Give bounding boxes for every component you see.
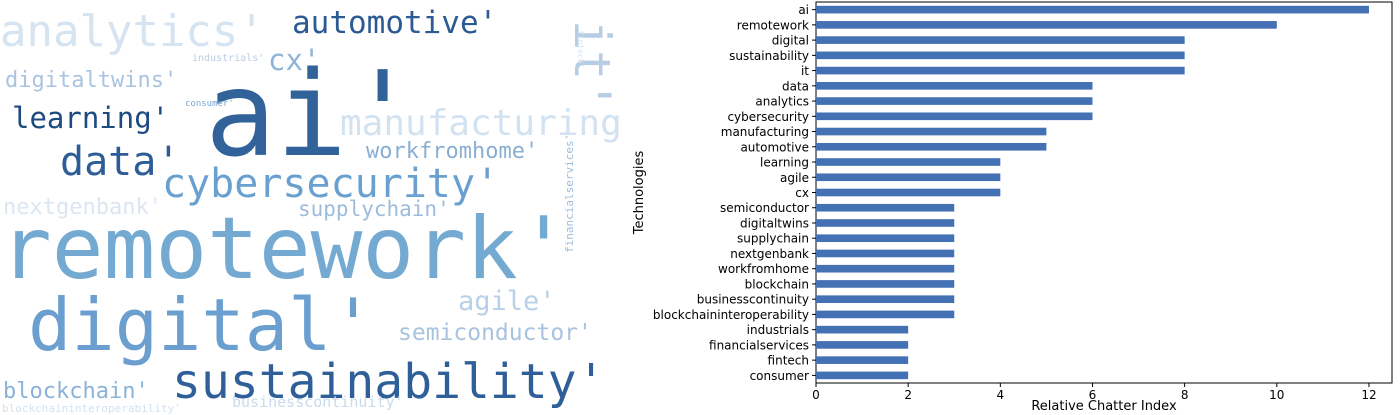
word-cloud-word: it' [563,20,621,110]
y-tick-label: supplychain [737,232,809,246]
word-cloud-word: digital' [28,283,375,367]
x-tick-label: 0 [812,388,820,402]
word-cloud-word: financialservices' [563,134,576,253]
word-cloud-word: cx' [268,43,320,77]
bar-cx [816,188,1001,197]
x-axis-label: Relative Chatter Index [1031,399,1177,414]
word-cloud-word: learning' [12,101,169,135]
word-cloud-word: supplychain' [298,197,450,221]
word-cloud-word: data' [60,139,180,185]
word-cloud-word: ai' [205,45,418,183]
bar-industrials [816,325,909,334]
word-cloud-word: workfromhome' [366,139,538,164]
bar-businesscontinuity [816,295,955,303]
bar-sustainability [816,51,1185,60]
x-tick-label: 8 [1181,388,1189,402]
bar-automotive [816,142,1047,151]
bar-consumer [816,371,909,380]
y-tick-label: ai [798,3,809,17]
y-tick-label: cybersecurity [727,110,809,124]
bar-ai [816,5,1369,14]
word-cloud-word: agile' [458,286,556,317]
y-tick-label: digital [772,34,809,48]
y-tick-label: workfromhome [718,262,809,276]
y-tick-label: financialservices [709,338,809,352]
bar-remotework [816,21,1277,29]
x-tick-label: 2 [904,388,912,402]
y-tick-label: digitaltwins [740,216,809,230]
y-tick-label: remotework [737,18,809,32]
bar-digitaltwins [816,219,955,227]
bar-it [816,66,1185,75]
word-cloud: ai' remotework'digital'sustainability' it'… [0,5,625,415]
x-tick-label: 4 [996,388,1004,402]
y-tick-label: automotive [740,140,809,154]
y-tick-label: blockchain [745,277,809,291]
y-tick-label: cx [795,186,809,200]
bar-digital [816,36,1185,44]
word-cloud-word: industrials' [192,53,264,64]
y-tick-label: agile [780,171,809,185]
y-tick-label: manufacturing [721,125,809,139]
bar-fintech [816,356,909,364]
x-tick-labels: 0 2 4 6 8 10 12 [812,388,1376,402]
y-tick-label: nextgenbank [730,247,809,261]
bar-analytics [816,97,1093,105]
word-cloud-word: manufacturing' [340,103,625,144]
word-cloud-word: businesscontinuity' [232,393,404,411]
word-cloud-word: analytics' [0,6,265,57]
bar-agile [816,173,1001,182]
word-cloud-word: automotive' [292,5,497,41]
word-cloud-words: ai' remotework'digital'sustainability' it'… [0,5,625,415]
x-tick-label: 6 [1089,388,1097,402]
bar-workfromhome [816,264,955,273]
word-cloud-word: fintech' [576,30,585,69]
bar-cybersecurity [816,112,1093,121]
bar-learning [816,158,1001,166]
word-cloud-word: blockchaininteroperability' [2,402,181,415]
bar-blockchain [816,280,955,288]
bar-manufacturing [816,127,1047,136]
y-tick-label: blockchaininteroperability [653,308,809,322]
bar-data [816,82,1093,90]
x-tick-label: 12 [1361,388,1376,402]
bar-supplychain [816,234,955,243]
y-tick-label: businesscontinuity [697,293,809,307]
bar-nextgenbank [816,249,955,258]
word-cloud-word: consumer' [185,99,234,109]
word-cloud-word: remotework' [0,199,570,299]
word-cloud-word: sustainability' [172,354,605,410]
x-tick-label: 10 [1269,388,1284,402]
y-tick-label: sustainability [729,49,809,63]
word-cloud-word: digitaltwins' [5,68,177,93]
y-tick-label: consumer [750,369,809,383]
word-cloud-word: blockchain' [3,379,149,404]
chart-bars [816,5,1369,380]
word-cloud-word: cybersecurity' [162,161,499,207]
bar-blockchaininteroperability [816,310,955,319]
y-tick-label: analytics [755,95,809,109]
y-tick-label: fintech [768,354,809,368]
y-tick-label: semiconductor [720,201,809,215]
y-axis-label: Technologies [632,151,647,236]
y-tick-label: learning [760,156,809,170]
y-tick-label: industrials [747,323,809,337]
bar-semiconductor [816,203,955,212]
bar-financialservices [816,341,909,349]
y-tick-label: it [801,64,809,78]
word-cloud-word: nextgenbank' [3,195,162,220]
word-cloud-word: semiconductor' [398,320,592,346]
y-tick-label: data [782,79,809,93]
